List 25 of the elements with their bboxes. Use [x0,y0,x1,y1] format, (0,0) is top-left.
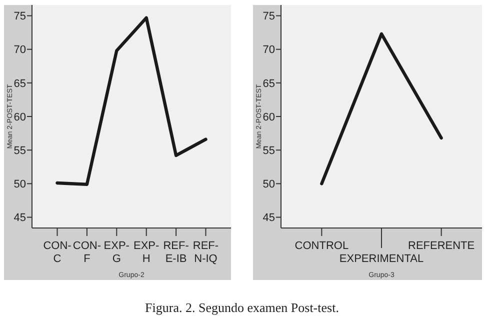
y-tick-label: 50 [262,178,275,191]
y-tick-label: 55 [262,144,275,157]
y-tick-label: 45 [14,212,26,224]
y-tick-label: 75 [14,10,26,23]
text: Figura. 2. Segundo examen Post-test. [145,300,339,315]
y-tick-label: 60 [262,111,275,124]
x-tick-label: EXP-G [104,240,130,265]
y-tick-label: 75 [262,10,275,23]
x-tick-label: REFERENTE [408,240,475,252]
x-tick-label: REF-N-IQ [192,240,219,265]
x-tick-label: EXPERIMENTAL [339,253,424,265]
y-tick-label: 45 [262,212,275,224]
y-tick-label: 65 [262,78,275,90]
y-tick-label: 50 [14,178,26,191]
x-tick-label: EXP-H [134,240,160,265]
x-tick-label: CONTROL [294,240,349,252]
x-tick-label: REF-E-IB [163,240,190,265]
y-tick-label: 70 [14,44,26,56]
y-tick-label: 60 [14,111,26,124]
y-tick-label: 70 [262,44,275,56]
x-tick-label: CON-C [43,240,72,265]
x-tick-label: CON-F [72,240,102,265]
line-series [56,16,208,186]
y-tick-label: 55 [14,144,26,157]
y-tick-label: 65 [14,78,26,90]
